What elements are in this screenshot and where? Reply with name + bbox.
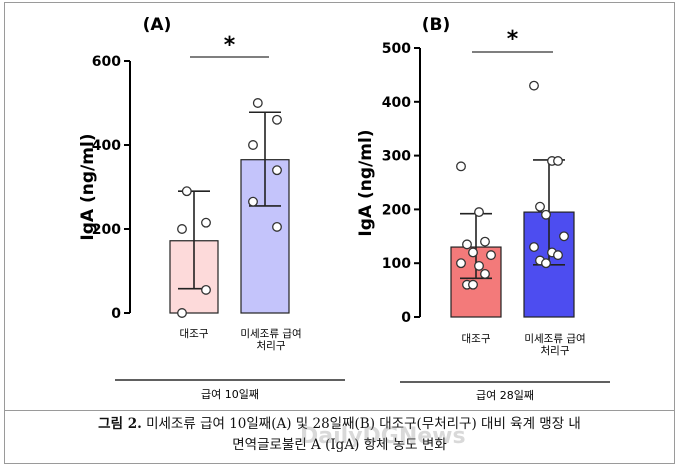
category-label: 대조구 (180, 328, 209, 340)
data-point (529, 80, 539, 91)
category-label: 미세조류 급여 처리구 (524, 333, 585, 357)
data-point (468, 279, 478, 290)
significance-marker: * (224, 33, 236, 58)
data-point (201, 217, 211, 228)
data-point (541, 258, 551, 269)
data-point (480, 236, 490, 247)
y-tick-label: 400 (382, 95, 411, 111)
caption-line-2: 면역글로불린 A (IgA) 항체 농도 변화 (232, 437, 447, 453)
y-axis-label: IgA (ng/ml) (356, 129, 376, 236)
data-point (456, 161, 466, 172)
y-tick-label: 600 (92, 54, 121, 70)
y-tick-label: 400 (92, 138, 121, 154)
data-point (181, 186, 192, 197)
y-tick-label: 0 (401, 310, 411, 326)
data-point (474, 207, 484, 218)
data-point (480, 269, 490, 279)
y-tick-label: 500 (382, 41, 411, 57)
y-tick-label: 200 (92, 222, 121, 238)
y-axis-label: IgA (ng/ml) (78, 133, 98, 240)
data-point (486, 250, 496, 261)
category-label: 대조구 (462, 333, 491, 345)
data-point (248, 196, 258, 207)
panel-b: (B) 0 100 200 300 400 500 IgA (ng/ml) 대조구 미세조류 급여… (356, 15, 610, 402)
data-point (559, 231, 569, 242)
data-point (201, 284, 211, 295)
data-point (553, 250, 563, 261)
significance-marker: * (507, 27, 519, 52)
data-point (462, 239, 472, 250)
data-point (553, 156, 563, 166)
y-tick-label: 0 (111, 306, 121, 322)
data-point (272, 114, 282, 125)
data-point (177, 224, 187, 234)
panel-a: (A) 0 200 400 600 IgA (ng/ml) 대조구 미세조류 급여 처리구 * 급여… (78, 15, 345, 401)
data-point (474, 260, 484, 271)
y-tick-label: 300 (382, 149, 411, 165)
data-point (456, 258, 466, 269)
data-point (529, 242, 539, 253)
group-label: 급여 10일째 (201, 387, 259, 401)
data-point (468, 247, 478, 258)
data-point (272, 221, 282, 232)
caption-line-1: 미세조류 급여 10일째(A) 및 28일째(B) 대조구(무처리구) 대비 육… (146, 416, 581, 432)
y-tick-label: 200 (382, 202, 411, 218)
data-point (248, 140, 258, 150)
panel-label: (B) (422, 15, 451, 35)
figure-svg: (A) 0 200 400 600 IgA (ng/ml) 대조구 미세조류 급여 처리구 * 급여… (78, 15, 610, 402)
category-label: 미세조류 급여 처리구 (240, 328, 301, 352)
data-point (177, 308, 187, 318)
y-tick-label: 100 (382, 256, 411, 272)
data-point (541, 209, 551, 220)
group-label: 급여 28일째 (476, 388, 534, 402)
data-point (535, 201, 545, 212)
data-point (272, 165, 282, 176)
panel-label: (A) (143, 15, 172, 35)
data-point (252, 98, 263, 108)
figure-caption: 그림 2. 미세조류 급여 10일째(A) 및 28일째(B) 대조구(무처리구… (4, 410, 675, 464)
caption-label: 그림 2. (98, 416, 142, 432)
